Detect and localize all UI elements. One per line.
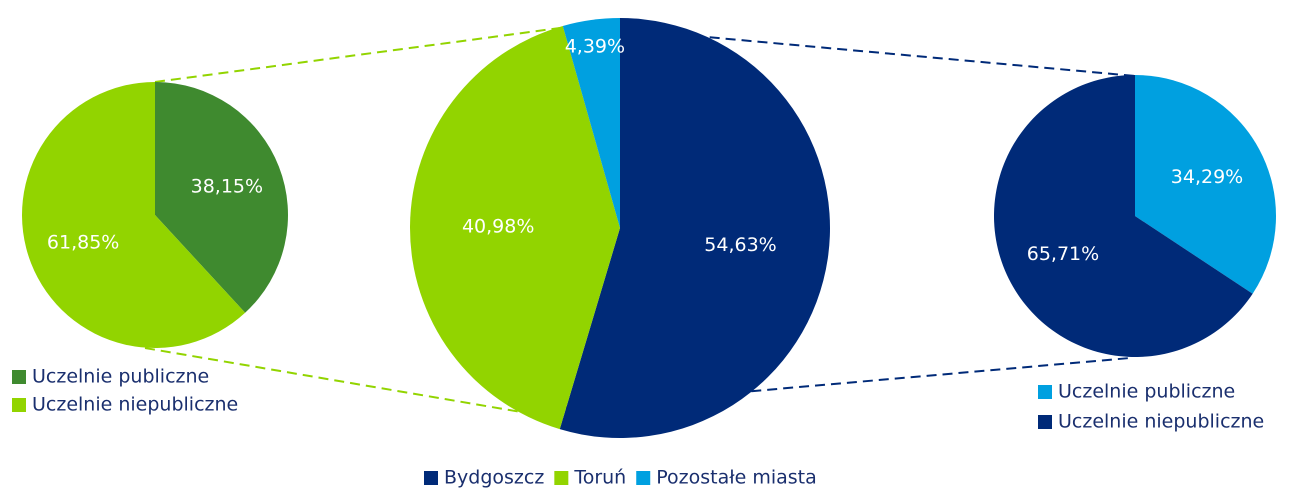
data-label: 4,39% [565, 36, 625, 58]
data-label: 38,15% [191, 175, 263, 197]
pie-slice [410, 25, 620, 430]
data-label: 40,98% [462, 216, 534, 238]
legend-label: Uczelnie publiczne [32, 366, 209, 388]
legend-label: Uczelnie publiczne [1058, 381, 1235, 403]
pie-slice [559, 18, 831, 439]
data-label: 34,29% [1171, 166, 1243, 188]
pie-slice [1135, 75, 1276, 294]
data-label: 61,85% [47, 232, 119, 254]
legend-label: Pozostałe miasta [656, 467, 817, 489]
connector-line [154, 27, 561, 83]
legend-swatch [554, 471, 569, 485]
connectors [144, 27, 1136, 421]
legend-label: Bydgoszcz [444, 467, 544, 489]
legend-label: Uczelnie niepubliczne [1058, 411, 1264, 433]
legend-swatch [424, 471, 438, 485]
legend-swatch [12, 370, 26, 384]
pie-slice [22, 82, 246, 349]
pie-slice [562, 18, 620, 228]
legend-swatch [12, 398, 26, 412]
legend-label: Uczelnie niepubliczne [32, 394, 238, 416]
legend-swatch [1038, 415, 1052, 429]
data-label: 54,63% [704, 234, 776, 256]
connector-line [144, 347, 569, 421]
connector-line [629, 29, 1136, 77]
legend-swatch [1038, 385, 1052, 399]
pie-slice [994, 75, 1253, 358]
pie-slice [155, 82, 289, 313]
legend-label: Toruń [573, 467, 626, 489]
legend-swatch [636, 471, 651, 485]
data-label: 65,71% [1027, 243, 1099, 265]
